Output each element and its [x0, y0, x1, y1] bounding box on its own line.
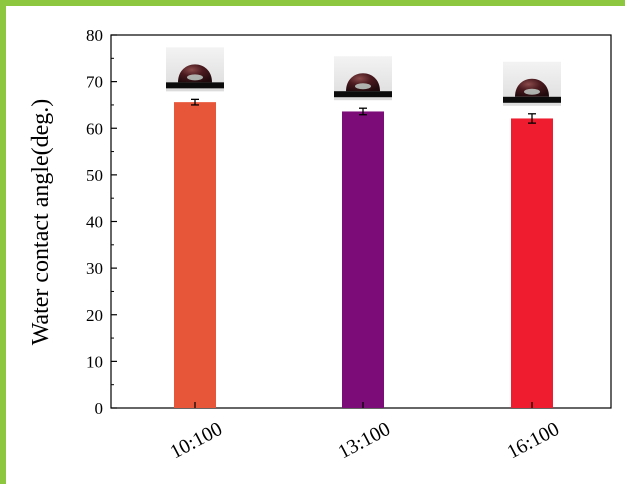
x-tick-label: 16:100 — [503, 418, 562, 464]
y-tick-label: 10 — [86, 352, 103, 371]
y-tick-label: 70 — [86, 73, 103, 92]
frame-border-left — [0, 0, 6, 484]
y-axis-label: Water contact angle(deg.) — [28, 99, 54, 346]
y-tick-label: 0 — [95, 399, 104, 418]
droplet-substrate — [503, 96, 561, 103]
droplet-substrate — [166, 82, 224, 89]
y-tick-label: 60 — [86, 119, 103, 138]
x-tick-label: 10:100 — [166, 418, 225, 464]
water-droplet — [346, 73, 380, 92]
bar — [174, 102, 216, 408]
water-droplet — [515, 78, 549, 97]
droplet-highlight — [524, 88, 540, 95]
y-tick-label: 50 — [86, 166, 103, 185]
frame-border-top — [0, 0, 625, 6]
y-tick-label: 40 — [86, 213, 103, 232]
x-tick-label: 13:100 — [334, 418, 393, 464]
y-tick-label: 80 — [86, 26, 103, 45]
y-tick-label: 20 — [86, 306, 103, 325]
y-tick-label: 30 — [86, 259, 103, 278]
droplet-highlight — [355, 83, 371, 90]
bar — [342, 111, 384, 408]
water-droplet — [178, 64, 212, 83]
bar — [511, 118, 553, 409]
droplet-highlight — [187, 74, 203, 81]
droplet-substrate — [334, 91, 392, 98]
